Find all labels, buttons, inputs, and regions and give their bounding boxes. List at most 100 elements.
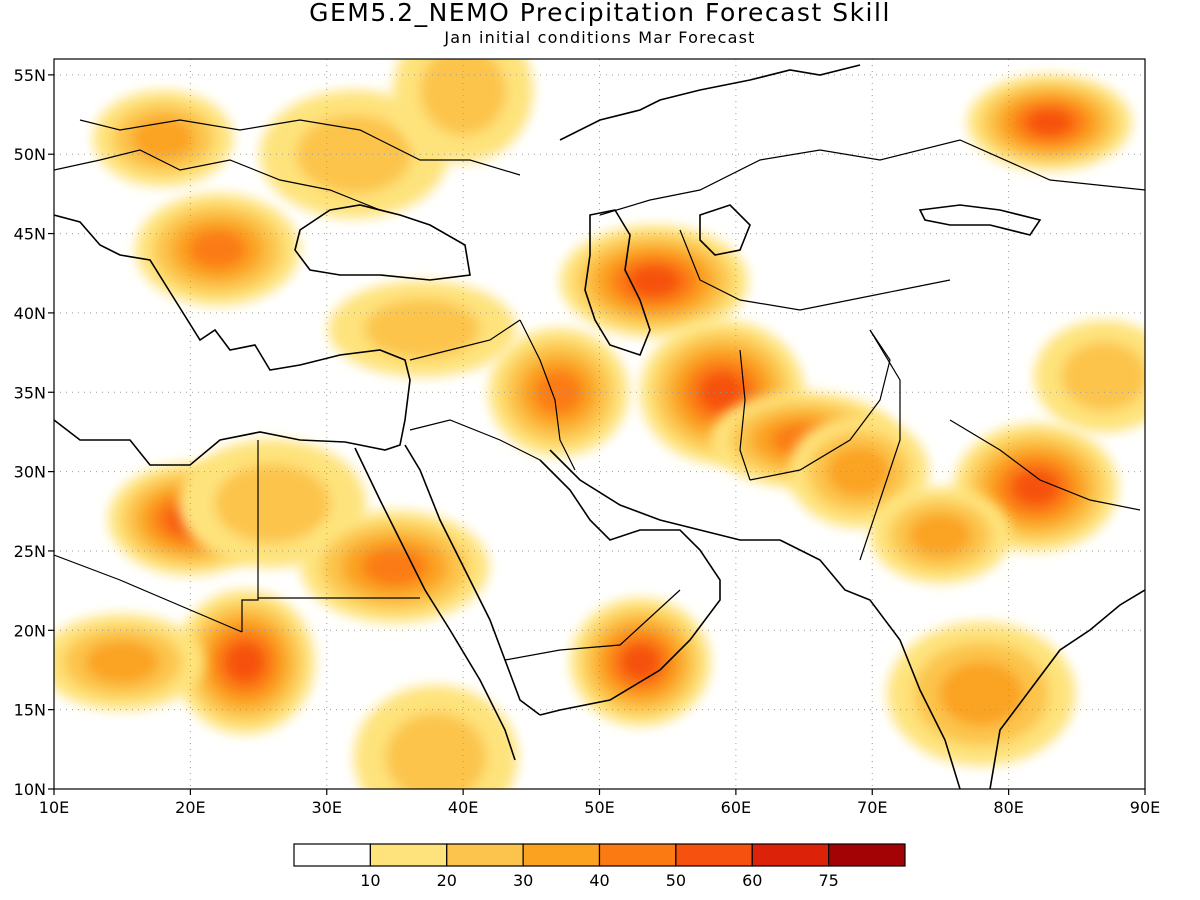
colorbar-swatch	[751, 843, 830, 867]
skill-region-turkey	[328, 280, 517, 377]
skill-region-chad	[54, 614, 205, 711]
bay-of-bengal-coast	[989, 589, 1145, 789]
colorbar-swatch	[675, 843, 753, 867]
arctic-coast-left	[559, 64, 861, 141]
lat-tick-label: 40N	[14, 304, 46, 323]
caspian-sea-coast	[584, 209, 651, 356]
border-kazakhstan	[599, 139, 1145, 216]
skill-region-baltic-russia	[393, 59, 534, 163]
colorbar-label: 30	[513, 871, 533, 890]
skill-region-sudan	[174, 590, 315, 735]
skill-level-2	[364, 299, 481, 359]
border-saudi-jordan	[409, 419, 541, 461]
border-central-asia	[679, 229, 951, 311]
colorbar-legend: 10 20 30 40 50 60 75	[293, 843, 906, 890]
border-chad-libya	[54, 554, 243, 633]
lon-tick-label: 70E	[857, 798, 887, 817]
skill-level-5	[1012, 469, 1060, 506]
lat-tick-label: 25N	[14, 542, 46, 561]
coastlines-and-borders	[54, 64, 1145, 789]
lon-tick-label: 10E	[39, 798, 69, 817]
colorbar-swatch	[369, 843, 448, 867]
skill-region-caspian-east	[560, 225, 749, 338]
skill-level-2	[420, 59, 507, 136]
lon-tick-label: 90E	[1130, 798, 1160, 817]
border-turkey-south	[409, 319, 521, 361]
skill-level-4	[189, 229, 247, 269]
skill-region-west-siberia	[967, 74, 1132, 171]
map-axes: 10E 20E 30E 40E 50E 60E 70E 80E 90E 10N 15N 20N 25N 3…	[14, 66, 1161, 817]
india-coast	[779, 539, 961, 789]
skill-region-ethiopia	[353, 685, 518, 789]
skill-region-india-south	[887, 621, 1076, 766]
border-saudi-yemen	[504, 589, 681, 661]
map-plot-area	[54, 59, 1145, 789]
skill-level-5	[1026, 108, 1073, 137]
border-iran-iraq	[519, 319, 576, 471]
lat-tick-label: 15N	[14, 701, 46, 720]
colorbar-swatch	[293, 843, 371, 867]
red-sea-coast-west	[354, 447, 516, 761]
colorbar-swatch	[598, 843, 677, 867]
lon-tick-label: 80E	[993, 798, 1023, 817]
skill-level-3	[909, 513, 972, 557]
lake-balkhash	[918, 204, 1042, 236]
border-india-nepal	[949, 419, 1141, 511]
skill-level-4	[362, 547, 428, 587]
skill-level-5	[620, 643, 661, 681]
aral-sea	[699, 204, 751, 256]
lat-tick-label: 30N	[14, 463, 46, 482]
lon-tick-label: 50E	[584, 798, 614, 817]
colorbar-label: 10	[360, 871, 380, 890]
levant-coast	[344, 419, 406, 451]
colorbar-label: 20	[437, 871, 457, 890]
colorbar-label: 40	[589, 871, 609, 890]
skill-level-5	[627, 265, 681, 298]
colorbar-label: 60	[742, 871, 762, 890]
chart-subtitle: Jan initial conditions Mar Forecast	[444, 28, 756, 47]
lat-tick-label: 35N	[14, 383, 46, 402]
colorbar-label: 50	[666, 871, 686, 890]
mediterranean-north-coast	[54, 214, 411, 421]
north-africa-coast	[54, 419, 346, 466]
skill-level-3	[85, 640, 159, 684]
skill-region-tibet	[1034, 320, 1145, 433]
colorbar-label: 75	[818, 871, 838, 890]
skill-level-5	[698, 371, 746, 413]
border-libya-egypt	[241, 440, 259, 632]
lon-tick-label: 30E	[312, 798, 342, 817]
lat-tick-label: 55N	[14, 66, 46, 85]
red-sea-coast-east	[404, 444, 541, 716]
skill-contours	[54, 59, 1145, 789]
lat-tick-label: 50N	[14, 145, 46, 164]
skill-region-red-sea-west	[300, 510, 489, 623]
lat-tick-label: 45N	[14, 225, 46, 244]
colorbar-swatch	[446, 843, 524, 867]
border-iran-afghanistan	[739, 349, 751, 481]
skill-level-5	[224, 641, 265, 683]
skill-region-central-europe	[93, 90, 234, 187]
skill-level-2	[385, 712, 487, 789]
skill-level-2	[214, 463, 331, 543]
skill-region-india-central	[870, 487, 1011, 584]
skill-level-3	[131, 117, 195, 160]
persian-gulf-coast	[539, 459, 721, 716]
border-afghanistan-pakistan	[749, 329, 891, 481]
chart-title: GEM5.2_NEMO Precipitation Forecast Skill	[309, 0, 891, 27]
iran-coast	[549, 449, 780, 541]
border-europe-central	[54, 149, 381, 211]
lon-tick-label: 40E	[448, 798, 478, 817]
skill-level-2	[1061, 341, 1145, 411]
colorbar-swatch	[522, 843, 601, 867]
border-pakistan-india	[859, 329, 901, 561]
lon-tick-label: 20E	[175, 798, 205, 817]
lat-tick-label: 20N	[14, 621, 46, 640]
skill-region-oman-yemen	[570, 598, 711, 727]
colorbar-swatch	[828, 843, 906, 867]
skill-region-balkans	[135, 193, 300, 306]
border-europe-north	[79, 119, 521, 176]
lon-tick-label: 60E	[721, 798, 751, 817]
black-sea-coast	[294, 204, 471, 281]
lat-tick-label: 10N	[14, 780, 46, 799]
